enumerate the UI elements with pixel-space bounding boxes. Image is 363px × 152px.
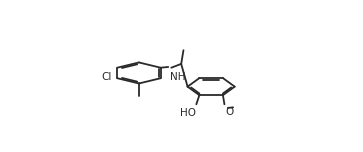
Text: Cl: Cl [102, 72, 112, 82]
Text: HO: HO [180, 108, 196, 118]
Text: O: O [225, 107, 233, 117]
Text: NH: NH [170, 71, 185, 81]
